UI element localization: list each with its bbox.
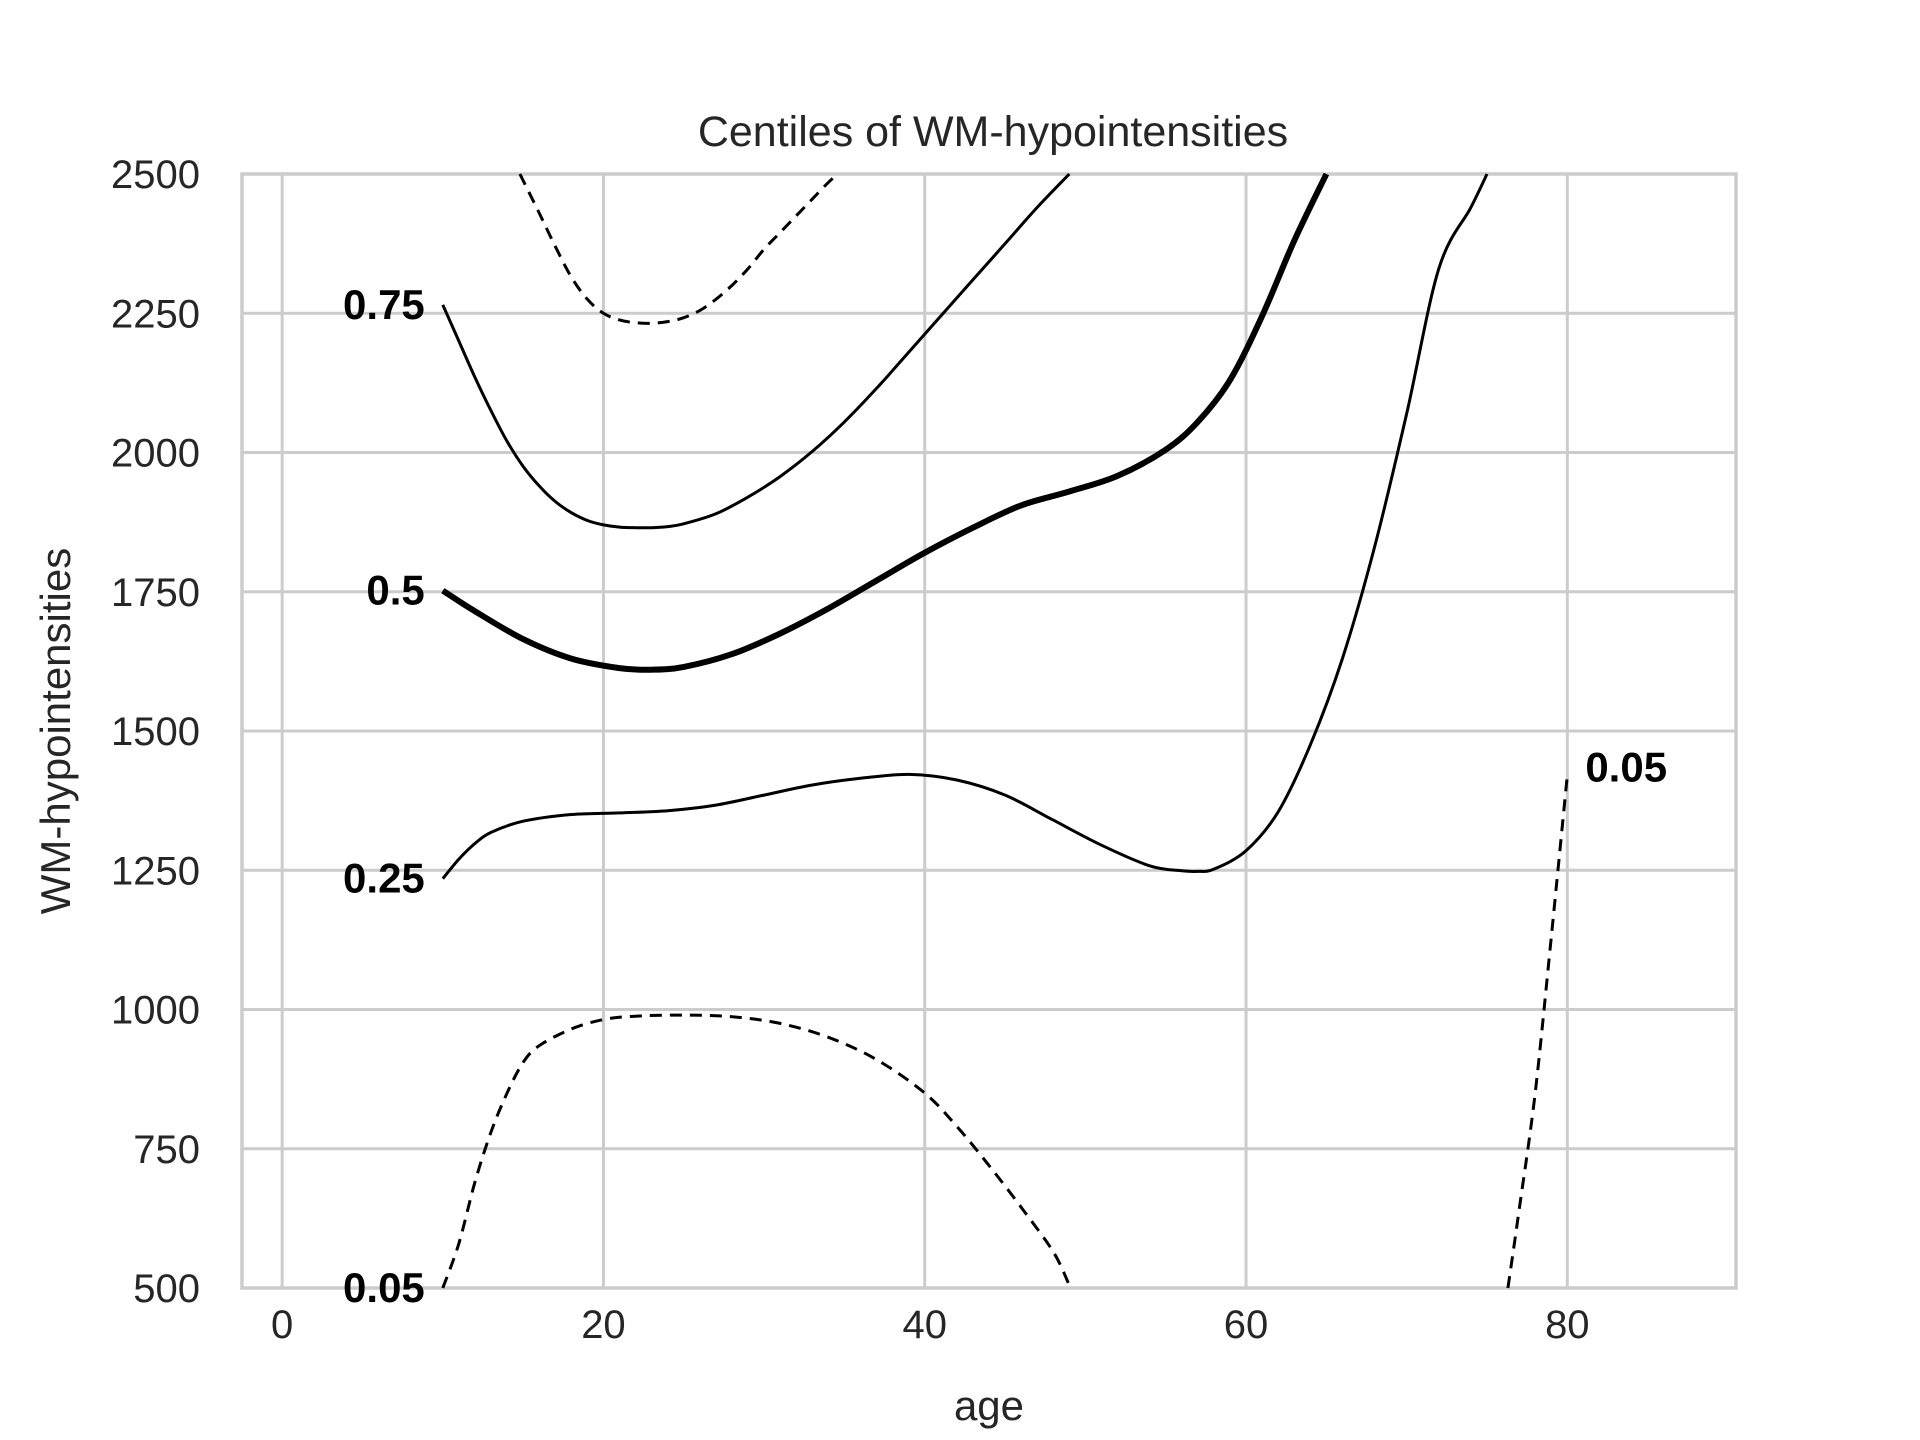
series-line-05-3 — [441, 172, 1330, 673]
series-line-025-2 — [441, 173, 1489, 880]
chart-title: Centiles of WM-hypointensities — [698, 108, 1288, 156]
curve-label: 0.05 — [1585, 744, 1667, 791]
x-tick-label: 80 — [1545, 1303, 1590, 1347]
series-line-unlabeled-5 — [518, 172, 839, 325]
y-tick-label: 500 — [133, 1267, 200, 1311]
x-axis-ticks: 0 20 40 60 80 — [271, 1303, 1590, 1347]
y-tick-label: 2500 — [111, 153, 200, 197]
y-tick-label: 1500 — [111, 710, 200, 754]
y-tick-label: 2000 — [111, 432, 200, 476]
curve-labels: 0.75 0.5 0.25 0.05 0.05 — [343, 281, 1667, 1311]
x-tick-label: 0 — [271, 1303, 293, 1347]
y-tick-label: 1000 — [111, 989, 200, 1033]
series-lines — [441, 172, 1569, 1289]
y-tick-label: 750 — [133, 1128, 200, 1172]
y-tick-label: 2250 — [111, 292, 200, 336]
curve-label: 0.05 — [343, 1264, 425, 1311]
series-line-005-1 — [1506, 775, 1569, 1289]
x-tick-label: 40 — [902, 1303, 947, 1347]
grid — [242, 172, 1736, 1290]
x-tick-label: 60 — [1224, 1303, 1269, 1347]
series-line-005-0 — [441, 1013, 1071, 1289]
curve-label: 0.5 — [366, 567, 424, 614]
curve-label: 0.25 — [343, 855, 425, 902]
series-line-075-4 — [441, 172, 1071, 530]
x-tick-label: 20 — [581, 1303, 626, 1347]
plot-frame — [240, 172, 1738, 1290]
x-axis-label: age — [954, 1382, 1024, 1429]
y-tick-label: 1750 — [111, 571, 200, 615]
curve-label: 0.75 — [343, 281, 425, 328]
y-axis-ticks: 500 750 1000 1250 1500 1750 2000 2250 2500 — [111, 153, 200, 1311]
y-tick-label: 1250 — [111, 849, 200, 893]
y-axis-label: WM-hypointensities — [32, 548, 79, 914]
